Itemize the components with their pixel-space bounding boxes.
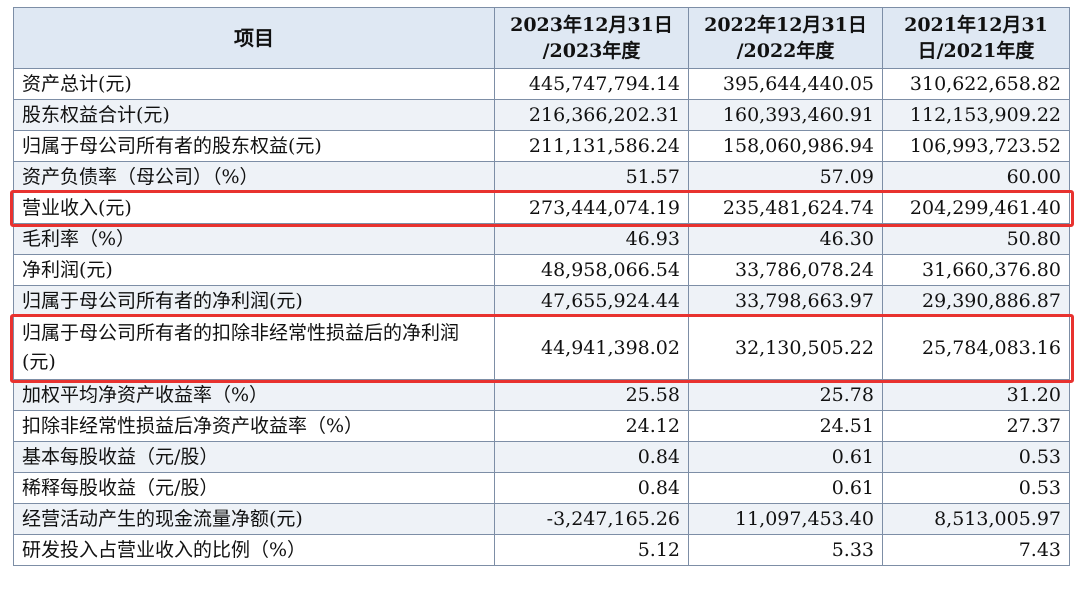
table-header-row: 项目 2023年12月31日 /2023年度 2022年12月31日 /2022… [13,7,1070,69]
value-2021: 27.37 [882,410,1070,442]
value-2021: 310,622,658.82 [882,68,1070,100]
value-2023: 51.57 [494,161,689,193]
row-label: 归属于母公司所有者的股东权益(元) [13,130,495,162]
value-2021: 50.80 [882,223,1070,255]
value-2023: 5.12 [494,534,689,566]
header-2021-line1: 2021年12月31 [904,14,1048,36]
value-2022: 57.09 [688,161,883,193]
value-2023: 44,941,398.02 [494,316,689,380]
table-row: 毛利率（%） 46.93 46.30 50.80 [13,223,1070,255]
header-2023-line2: /2023年度 [542,40,641,62]
value-2023: -3,247,165.26 [494,503,689,535]
row-label: 股东权益合计(元) [13,99,495,131]
value-2021: 31.20 [882,379,1070,411]
value-2021: 0.53 [882,472,1070,504]
table-row: 净利润(元) 48,958,066.54 33,786,078.24 31,66… [13,254,1070,286]
table-row: 基本每股收益（元/股） 0.84 0.61 0.53 [13,441,1070,473]
table-row: 稀释每股收益（元/股） 0.84 0.61 0.53 [13,472,1070,504]
value-2022: 395,644,440.05 [688,68,883,100]
value-2021: 8,513,005.97 [882,503,1070,535]
row-label: 归属于母公司所有者的扣除非经常性损益后的净利润(元) [13,316,495,380]
header-2023: 2023年12月31日 /2023年度 [494,7,689,69]
value-2022: 160,393,460.91 [688,99,883,131]
row-label: 营业收入(元) [13,192,495,224]
table-row: 扣除非经常性损益后净资产收益率（%） 24.12 24.51 27.37 [13,410,1070,442]
header-2023-line1: 2023年12月31日 [510,14,673,36]
row-label: 扣除非经常性损益后净资产收益率（%） [13,410,495,442]
table-row: 归属于母公司所有者的股东权益(元) 211,131,586.24 158,060… [13,130,1070,162]
financial-indicators-table: 项目 2023年12月31日 /2023年度 2022年12月31日 /2022… [13,7,1070,566]
row-label: 资产总计(元) [13,68,495,100]
table-row: 归属于母公司所有者的净利润(元) 47,655,924.44 33,798,66… [13,285,1070,317]
value-2022: 235,481,624.74 [688,192,883,224]
value-2023: 216,366,202.31 [494,99,689,131]
value-2023: 0.84 [494,472,689,504]
value-2022: 158,060,986.94 [688,130,883,162]
header-2022-line2: /2022年度 [736,40,835,62]
row-label: 基本每股收益（元/股） [13,441,495,473]
row-label: 加权平均净资产收益率（%） [13,379,495,411]
value-2021: 25,784,083.16 [882,316,1070,380]
value-2021: 106,993,723.52 [882,130,1070,162]
financial-table-container: 项目 2023年12月31日 /2023年度 2022年12月31日 /2022… [9,7,1074,566]
value-2023: 24.12 [494,410,689,442]
header-2021: 2021年12月31 日/2021年度 [882,7,1070,69]
header-2021-line2: 日/2021年度 [917,40,1035,62]
row-label: 稀释每股收益（元/股） [13,472,495,504]
row-label: 毛利率（%） [13,223,495,255]
value-2022: 5.33 [688,534,883,566]
row-label: 归属于母公司所有者的净利润(元) [13,285,495,317]
value-2021: 31,660,376.80 [882,254,1070,286]
row-label: 净利润(元) [13,254,495,286]
value-2022: 33,798,663.97 [688,285,883,317]
row-label: 经营活动产生的现金流量净额(元) [13,503,495,535]
row-label: 资产负债率（母公司）（%） [13,161,495,193]
value-2023: 211,131,586.24 [494,130,689,162]
table-row: 股东权益合计(元) 216,366,202.31 160,393,460.91 … [13,99,1070,131]
value-2022: 32,130,505.22 [688,316,883,380]
table-row: 加权平均净资产收益率（%） 25.58 25.78 31.20 [13,379,1070,411]
value-2022: 33,786,078.24 [688,254,883,286]
value-2023: 25.58 [494,379,689,411]
value-2022: 0.61 [688,441,883,473]
value-2021: 112,153,909.22 [882,99,1070,131]
header-2022-line1: 2022年12月31日 [704,14,867,36]
value-2022: 0.61 [688,472,883,504]
value-2023: 273,444,074.19 [494,192,689,224]
value-2023: 445,747,794.14 [494,68,689,100]
value-2023: 47,655,924.44 [494,285,689,317]
table-row: 资产负债率（母公司）（%） 51.57 57.09 60.00 [13,161,1070,193]
value-2022: 24.51 [688,410,883,442]
value-2021: 0.53 [882,441,1070,473]
table-row-deducted-net-profit: 归属于母公司所有者的扣除非经常性损益后的净利润(元) 44,941,398.02… [13,316,1070,380]
value-2022: 25.78 [688,379,883,411]
value-2021: 7.43 [882,534,1070,566]
value-2023: 46.93 [494,223,689,255]
header-2022: 2022年12月31日 /2022年度 [688,7,883,69]
value-2022: 11,097,453.40 [688,503,883,535]
value-2022: 46.30 [688,223,883,255]
table-row: 资产总计(元) 445,747,794.14 395,644,440.05 31… [13,68,1070,100]
header-item: 项目 [13,7,495,69]
value-2021: 204,299,461.40 [882,192,1070,224]
value-2023: 48,958,066.54 [494,254,689,286]
row-label: 研发投入占营业收入的比例（%） [13,534,495,566]
table-row: 经营活动产生的现金流量净额(元) -3,247,165.26 11,097,45… [13,503,1070,535]
value-2023: 0.84 [494,441,689,473]
table-row-revenue: 营业收入(元) 273,444,074.19 235,481,624.74 20… [13,192,1070,224]
value-2021: 29,390,886.87 [882,285,1070,317]
table-row: 研发投入占营业收入的比例（%） 5.12 5.33 7.43 [13,534,1070,566]
value-2021: 60.00 [882,161,1070,193]
